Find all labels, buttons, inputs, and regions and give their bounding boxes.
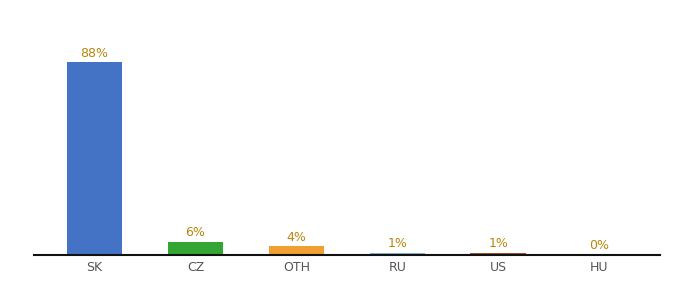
Bar [471,253,526,255]
Text: 0%: 0% [589,239,609,252]
Bar [67,62,122,255]
Text: 6%: 6% [186,226,205,239]
Text: 4%: 4% [286,231,306,244]
Bar [269,246,324,255]
Text: 1%: 1% [488,237,508,250]
Text: 88%: 88% [80,47,109,60]
Bar [369,253,425,255]
Bar [168,242,223,255]
Text: 1%: 1% [388,237,407,250]
